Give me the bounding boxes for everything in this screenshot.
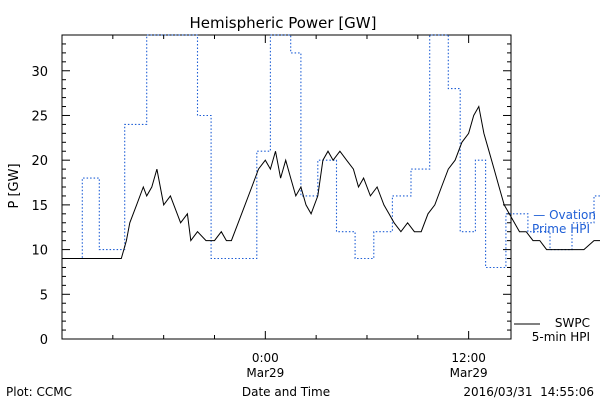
y-tick-label: 0 [40, 333, 48, 348]
swpc-series-line [62, 105, 600, 259]
y-axis-label: P [GW] [7, 163, 22, 208]
x-tick-date-label: Mar29 [246, 366, 284, 380]
x-tick-time-label: 12:00 [451, 351, 486, 365]
x-tick-date-label: Mar29 [450, 366, 488, 380]
x-tick-time-label: 0:00 [252, 351, 279, 365]
legend-ovation-line1: — Ovation [533, 208, 596, 222]
y-tick-label: 15 [31, 199, 48, 214]
legend-swpc-line1: SWPC [555, 316, 590, 330]
x-axis-label: Date and Time [242, 385, 330, 399]
y-tick-label: 10 [31, 244, 48, 259]
y-tick-label: 20 [31, 154, 48, 169]
y-tick-label: 30 [31, 65, 48, 80]
y-tick-label: 25 [31, 109, 48, 124]
legend-ovation-line2: Prime HPI [532, 222, 590, 236]
chart-marks: 0510152025300:00Mar2912:00Mar290:00Mar30… [31, 34, 600, 380]
y-tick-label: 5 [40, 288, 48, 303]
plot-timestamp: 2016/03/31 14:55:06 [463, 385, 594, 399]
legend-swpc-line2: 5-min HPI [532, 330, 590, 344]
plot-frame [61, 34, 512, 340]
ovation-prime-series-line [62, 34, 600, 269]
chart-title: Hemispheric Power [GW] [190, 14, 377, 32]
plot-credit: Plot: CCMC [6, 385, 72, 399]
